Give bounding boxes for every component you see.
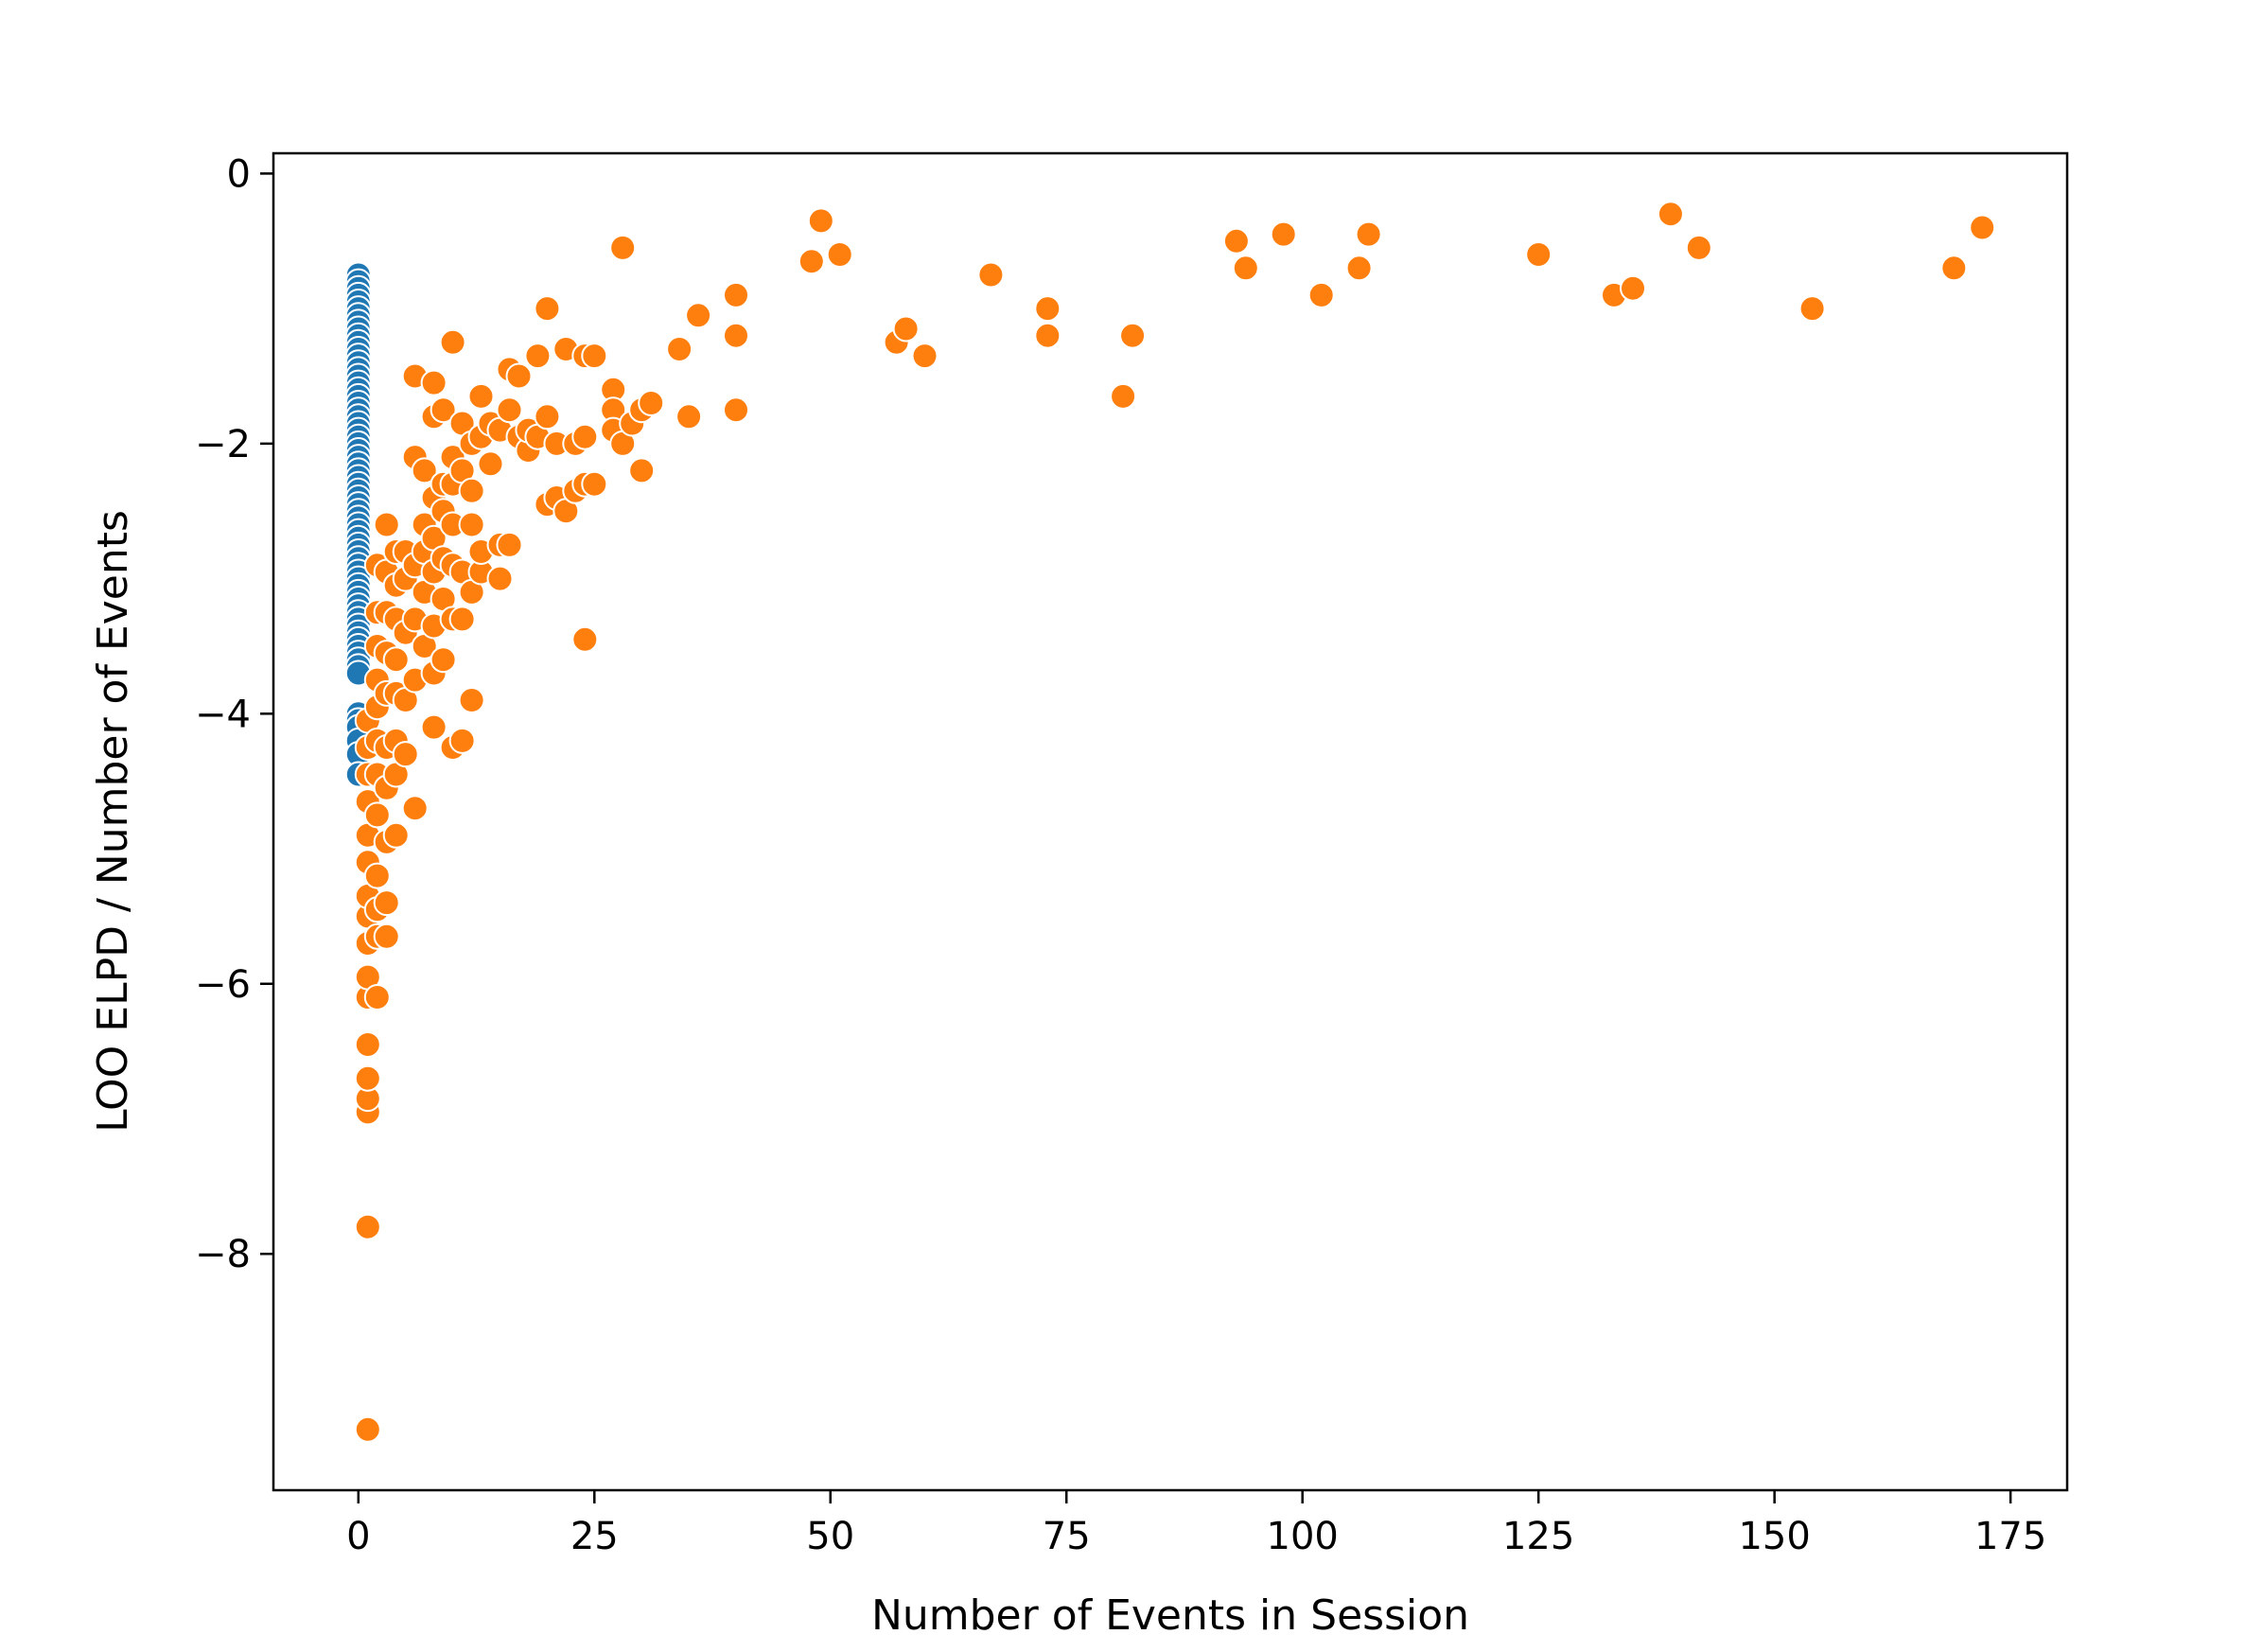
data-point	[534, 295, 561, 323]
x-axis-ticks: 0 25 50 75 100 125 150 175	[346, 1490, 2046, 1558]
data-point	[373, 923, 400, 950]
data-point	[420, 369, 447, 396]
data-point	[685, 302, 712, 329]
data-point	[1307, 281, 1335, 308]
x-tick-label: 100	[1267, 1515, 1339, 1558]
y-axis-ticks: 0 −2 −4 −6 −8	[195, 152, 273, 1276]
data-point	[666, 336, 693, 362]
y-tick-label: −4	[195, 693, 251, 736]
x-tick-label: 125	[1502, 1515, 1574, 1558]
data-point	[911, 343, 939, 370]
data-point	[723, 396, 749, 424]
data-point	[505, 362, 533, 390]
data-point	[1685, 234, 1712, 261]
data-point	[373, 889, 400, 917]
data-point	[1940, 255, 1968, 282]
x-tick-label: 175	[1974, 1515, 2046, 1558]
x-axis-label: Number of Events in Session	[871, 1591, 1469, 1640]
data-point	[363, 984, 391, 1011]
data-point	[430, 396, 457, 424]
data-point	[534, 403, 561, 431]
data-point	[354, 1031, 381, 1058]
data-point	[1345, 255, 1373, 282]
data-point	[1798, 295, 1826, 323]
data-point	[628, 457, 656, 484]
data-point	[1270, 220, 1297, 248]
data-point	[411, 457, 438, 484]
data-point	[354, 1213, 381, 1240]
data-point	[467, 382, 495, 410]
data-point	[723, 281, 749, 308]
data-point	[363, 862, 391, 889]
data-point	[798, 248, 825, 275]
data-point	[1525, 241, 1553, 268]
data-point	[373, 511, 400, 538]
data-point	[723, 322, 749, 349]
x-tick-label: 50	[806, 1515, 854, 1558]
data-points	[344, 201, 1996, 1443]
plot-frame	[272, 151, 2069, 1492]
data-point	[486, 565, 514, 592]
data-point	[826, 241, 853, 268]
y-tick-label: −6	[195, 963, 251, 1007]
data-point	[458, 687, 485, 713]
data-point	[448, 727, 476, 754]
data-point	[354, 1064, 381, 1092]
data-point	[363, 801, 391, 829]
data-point	[439, 328, 466, 356]
data-point	[609, 234, 637, 261]
data-point	[458, 477, 485, 504]
data-point	[477, 450, 504, 478]
data-point	[382, 646, 410, 674]
data-point	[524, 343, 552, 370]
data-point	[571, 625, 599, 653]
data-point	[1110, 382, 1137, 410]
data-point	[977, 261, 1005, 289]
data-point	[448, 606, 476, 633]
data-point	[496, 396, 523, 424]
data-point	[1620, 274, 1646, 302]
data-point	[420, 713, 447, 741]
data-point	[382, 821, 410, 849]
x-tick-label: 150	[1738, 1515, 1810, 1558]
y-axis-label: LOO ELPD / Number of Events	[89, 510, 137, 1133]
data-point	[354, 1415, 381, 1443]
data-point	[1355, 220, 1382, 248]
x-tick-label: 25	[570, 1515, 619, 1558]
data-point	[401, 795, 429, 822]
data-point	[1222, 227, 1250, 255]
data-point	[807, 207, 834, 235]
data-point	[581, 470, 608, 498]
data-point	[1034, 295, 1061, 323]
y-tick-label: −8	[195, 1233, 251, 1276]
data-point	[1119, 322, 1147, 349]
x-tick-label: 75	[1043, 1515, 1091, 1558]
data-point	[892, 315, 920, 343]
data-point	[1657, 201, 1684, 228]
data-point	[581, 343, 608, 370]
x-tick-label: 0	[346, 1515, 370, 1558]
data-point	[571, 423, 599, 450]
data-point	[430, 646, 457, 674]
data-point	[638, 390, 665, 416]
data-point	[675, 403, 703, 431]
data-point	[392, 741, 419, 768]
y-tick-label: −2	[195, 423, 251, 466]
data-point	[1034, 322, 1061, 349]
data-point	[458, 511, 485, 538]
y-tick-label: 0	[227, 152, 251, 196]
data-point	[1232, 255, 1259, 282]
data-point	[496, 531, 523, 558]
data-point	[1969, 214, 1996, 241]
